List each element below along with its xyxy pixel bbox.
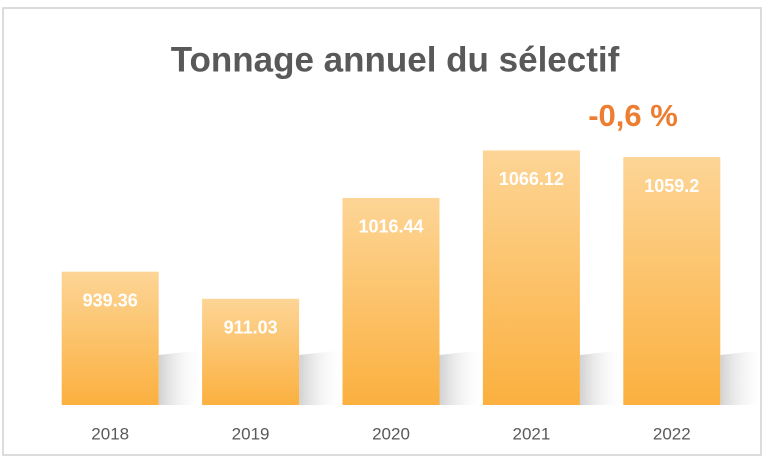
x-tick-label: 2018 (91, 424, 129, 443)
bar-shadow (579, 350, 625, 405)
data-label: 1066.12 (499, 169, 564, 189)
chart-title: Tonnage annuel du sélectif (171, 40, 620, 79)
x-tick-label: 2019 (232, 424, 270, 443)
data-label: 939.36 (83, 290, 138, 310)
bar (342, 197, 440, 405)
bar-shadow (299, 350, 345, 405)
annotation: -0,6 % (588, 98, 678, 133)
bar-shadow (720, 350, 765, 405)
bar (482, 150, 580, 405)
bar (623, 157, 721, 405)
bar-shadow (158, 350, 204, 405)
x-tick-label: 2020 (372, 424, 410, 443)
data-label: 911.03 (224, 318, 278, 338)
data-label: 1059.2 (644, 176, 699, 196)
bar-shadow (439, 350, 485, 405)
x-tick-label: 2021 (512, 424, 550, 443)
x-tick-label: 2022 (653, 424, 691, 443)
bar (61, 271, 159, 405)
data-label: 1016.44 (358, 217, 423, 237)
bar (202, 298, 300, 405)
